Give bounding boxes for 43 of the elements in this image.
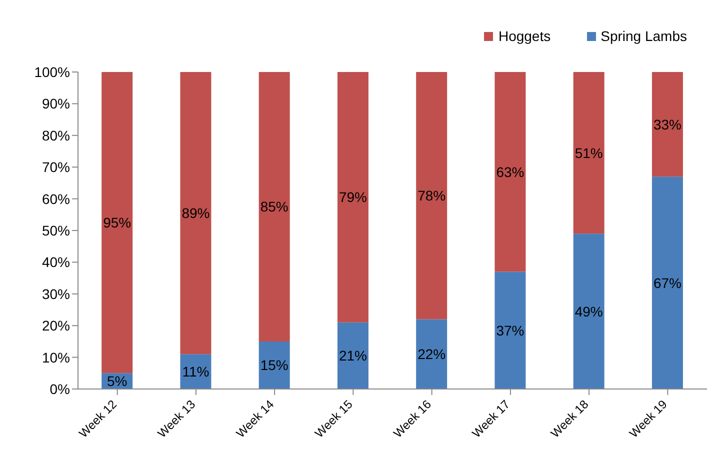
bar — [494, 72, 526, 272]
data-label: 37% — [496, 322, 524, 338]
y-tick-label: 0% — [50, 380, 70, 397]
data-label: 79% — [338, 189, 367, 206]
bar — [258, 341, 290, 389]
data-label: 22% — [418, 346, 446, 362]
data-label: 49% — [574, 303, 603, 320]
bar — [258, 72, 290, 342]
data-label: 95% — [103, 214, 132, 231]
bar — [337, 72, 368, 322]
data-label: 67% — [653, 274, 682, 291]
data-label: 11% — [182, 364, 210, 380]
bar — [416, 319, 448, 389]
y-tick-label: 30% — [42, 286, 70, 302]
y-tick-label: 20% — [42, 318, 70, 334]
data-label: 21% — [338, 348, 367, 364]
bar — [416, 72, 448, 320]
data-label: 89% — [182, 205, 210, 222]
y-tick-label: 70% — [42, 159, 70, 176]
data-label: 33% — [653, 116, 682, 132]
y-tick-label: 100% — [34, 64, 70, 80]
y-tick-label: 60% — [42, 190, 70, 207]
bar — [337, 322, 368, 389]
y-tick-label: 90% — [42, 96, 70, 112]
bar — [573, 72, 604, 234]
data-label: 51% — [574, 144, 603, 161]
data-label: 5% — [106, 373, 128, 390]
y-tick-label: 10% — [42, 349, 70, 366]
y-tick-label: 80% — [42, 127, 70, 144]
bar — [180, 72, 212, 354]
data-label: 63% — [496, 164, 524, 180]
y-tick-label: 50% — [42, 222, 70, 238]
bar — [652, 72, 683, 177]
bar — [652, 176, 683, 389]
legend-label: Spring Lambs — [600, 28, 687, 44]
y-tick-label: 40% — [42, 254, 70, 270]
data-label: 15% — [260, 357, 288, 374]
bar — [494, 272, 526, 389]
bar — [573, 234, 604, 389]
legend-label: Hoggets — [498, 28, 551, 44]
data-label: 85% — [260, 198, 288, 215]
bar — [102, 72, 133, 374]
data-label: 78% — [418, 188, 446, 204]
